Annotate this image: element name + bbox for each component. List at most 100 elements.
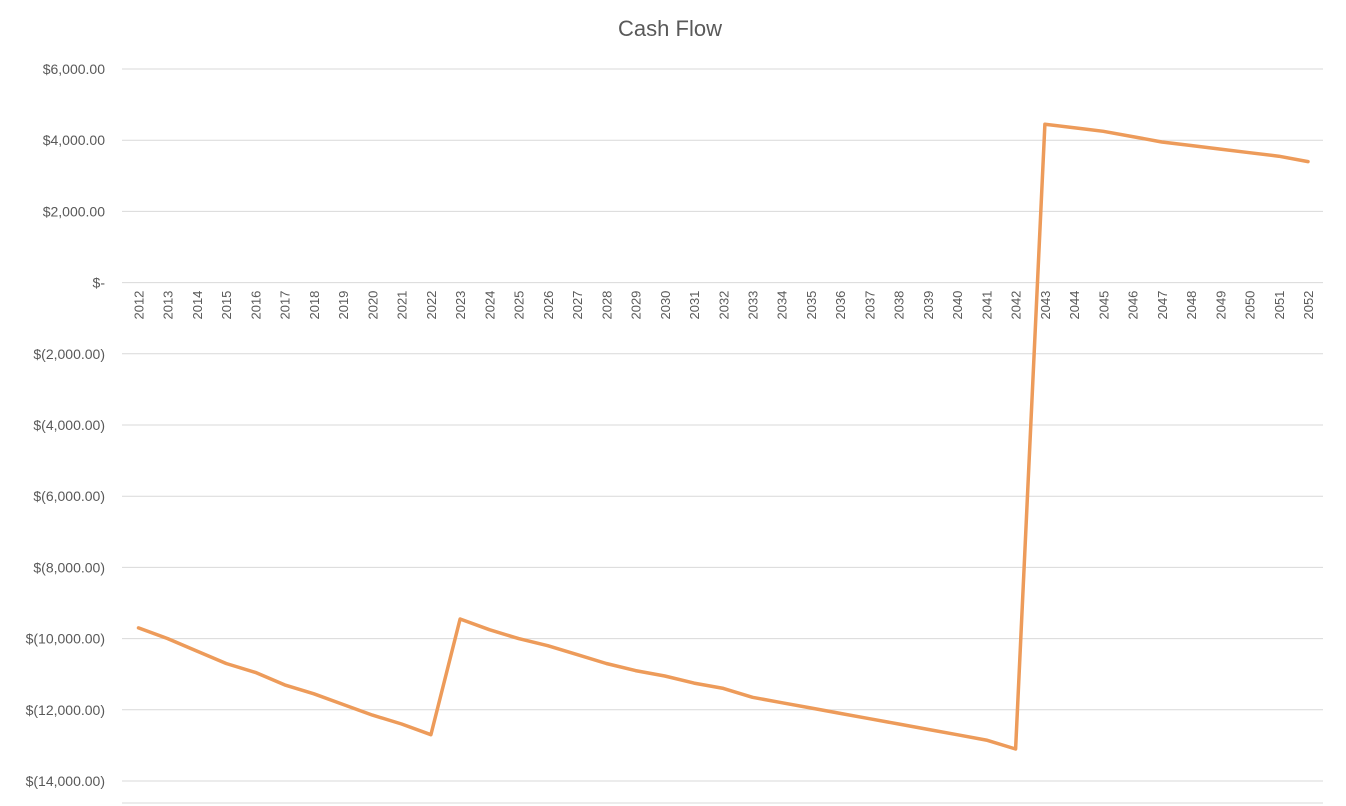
y-tick-label: $4,000.00 [43, 132, 105, 148]
data-point [604, 661, 609, 666]
chart-title: Cash Flow [618, 16, 722, 41]
data-point [487, 627, 492, 632]
y-tick-label: $(4,000.00) [33, 417, 105, 433]
x-tick-label: 2052 [1301, 291, 1316, 320]
data-point [955, 732, 960, 737]
x-tick-label: 2045 [1096, 291, 1111, 320]
x-axis-tick-labels: 2012 2013 2014 2015 2016 2017 2018 2019 2020 2021… [132, 291, 1317, 320]
data-point [750, 695, 755, 700]
x-tick-label: 2027 [570, 291, 585, 320]
data-point [1247, 150, 1252, 155]
x-tick-label: 2026 [541, 291, 556, 320]
data-point [1013, 746, 1018, 751]
x-tick-label: 2040 [950, 291, 965, 320]
x-tick-label: 2022 [424, 291, 439, 320]
data-point [1042, 122, 1047, 127]
x-tick-label: 2032 [716, 291, 731, 320]
x-tick-label: 2020 [365, 291, 380, 320]
x-tick-label: 2014 [190, 291, 205, 320]
x-tick-label: 2013 [161, 291, 176, 320]
x-tick-label: 2043 [1038, 291, 1053, 320]
series-layer [136, 122, 1311, 751]
y-tick-label: $(2,000.00) [33, 346, 105, 362]
x-tick-label: 2036 [833, 291, 848, 320]
data-point [458, 617, 463, 622]
y-axis-tick-labels: $6,000.00 $4,000.00 $2,000.00 $- $(2,000.00)… [26, 61, 106, 789]
data-point [575, 652, 580, 657]
data-point [399, 722, 404, 727]
x-tick-label: 2046 [1126, 291, 1141, 320]
gridlines [122, 68, 1323, 804]
x-tick-label: 2037 [862, 291, 877, 320]
x-tick-label: 2012 [132, 291, 147, 320]
x-tick-label: 2024 [482, 291, 497, 320]
x-tick-label: 2050 [1243, 291, 1258, 320]
data-point [282, 682, 287, 687]
data-point [1189, 143, 1194, 148]
x-tick-label: 2019 [336, 291, 351, 320]
y-tick-label: $2,000.00 [43, 203, 105, 219]
x-tick-label: 2044 [1067, 291, 1082, 320]
data-point [136, 625, 141, 630]
x-tick-label: 2018 [307, 291, 322, 320]
x-tick-label: 2038 [892, 291, 907, 320]
x-tick-label: 2031 [687, 291, 702, 320]
data-point [867, 716, 872, 721]
data-point [165, 636, 170, 641]
y-tick-label: $- [93, 275, 106, 291]
x-tick-label: 2048 [1184, 291, 1199, 320]
x-tick-label: 2041 [979, 291, 994, 320]
data-point [194, 649, 199, 654]
y-tick-label: $(12,000.00) [26, 702, 105, 718]
cash-flow-series-line [136, 122, 1310, 751]
data-point [545, 643, 550, 648]
y-tick-label: $6,000.00 [43, 61, 105, 77]
y-tick-label: $(14,000.00) [26, 773, 105, 789]
data-point [984, 738, 989, 743]
x-tick-label: 2029 [629, 291, 644, 320]
y-tick-label: $(10,000.00) [26, 631, 105, 647]
data-point [808, 706, 813, 711]
x-tick-label: 2021 [395, 291, 410, 320]
data-point [516, 636, 521, 641]
y-tick-label: $(8,000.00) [33, 559, 105, 575]
x-tick-label: 2047 [1155, 291, 1170, 320]
data-point [838, 711, 843, 716]
data-point [779, 700, 784, 705]
data-point [370, 713, 375, 718]
x-tick-label: 2042 [1009, 291, 1024, 320]
x-tick-label: 2017 [278, 291, 293, 320]
data-point [662, 673, 667, 678]
x-tick-label: 2033 [745, 291, 760, 320]
data-point [224, 661, 229, 666]
data-point [1072, 125, 1077, 130]
x-tick-label: 2034 [775, 291, 790, 320]
y-tick-label: $(6,000.00) [33, 488, 105, 504]
data-point [1159, 139, 1164, 144]
x-tick-label: 2035 [804, 291, 819, 320]
data-point [1276, 154, 1281, 159]
data-point [925, 727, 930, 732]
x-tick-label: 2030 [658, 291, 673, 320]
x-tick-label: 2016 [248, 291, 263, 320]
data-point [721, 686, 726, 691]
x-tick-label: 2028 [599, 291, 614, 320]
data-point [1101, 129, 1106, 134]
x-tick-label: 2051 [1272, 291, 1287, 320]
data-point [692, 681, 697, 686]
x-tick-label: 2049 [1213, 291, 1228, 320]
data-point [633, 668, 638, 673]
x-tick-label: 2023 [453, 291, 468, 320]
data-point [253, 670, 258, 675]
x-tick-label: 2015 [219, 291, 234, 320]
x-tick-label: 2025 [512, 291, 527, 320]
data-point [428, 732, 433, 737]
data-point [896, 722, 901, 727]
data-point [341, 702, 346, 707]
data-point [311, 691, 316, 696]
data-point [1306, 159, 1311, 164]
data-point [1218, 147, 1223, 152]
data-point [1130, 134, 1135, 139]
